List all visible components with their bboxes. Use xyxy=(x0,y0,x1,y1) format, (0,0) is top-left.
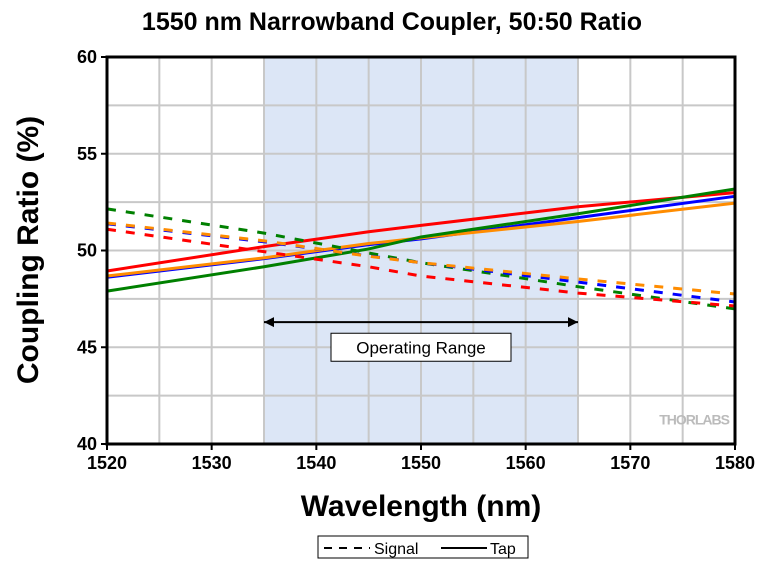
y-tick-label: 45 xyxy=(77,337,97,357)
legend-signal-label: Signal xyxy=(374,541,418,558)
x-tick-label: 1570 xyxy=(610,453,650,473)
arrowhead-left xyxy=(264,317,274,328)
y-axis-label: Coupling Ratio (%) xyxy=(12,116,45,384)
legend-tap-label: Tap xyxy=(490,541,516,558)
x-tick-label: 1560 xyxy=(506,453,546,473)
x-tick-label: 1550 xyxy=(401,453,441,473)
y-tick-label: 50 xyxy=(77,241,97,261)
thorlabs-watermark: THORLABS xyxy=(659,412,729,428)
arrowhead-right xyxy=(568,317,578,328)
annotation-label: Operating Range xyxy=(356,338,485,357)
x-tick-label: 1520 xyxy=(87,453,127,473)
y-tick-label: 60 xyxy=(77,47,97,67)
legend: Signal Tap xyxy=(317,535,529,559)
y-tick-label: 55 xyxy=(77,144,97,164)
series-line-signal-red xyxy=(106,227,736,308)
series-line-tap-green xyxy=(106,187,736,293)
series-line-tap-red xyxy=(106,191,736,273)
chart-title: 1550 nm Narrowband Coupler, 50:50 Ratio xyxy=(142,8,642,36)
x-tick-label: 1580 xyxy=(715,453,755,473)
series-line-signal-orange xyxy=(106,221,736,296)
x-tick-label: 1530 xyxy=(192,453,232,473)
y-tick-label: 40 xyxy=(77,434,97,454)
x-axis-label: Wavelength (nm) xyxy=(301,490,542,523)
x-tick-label: 1540 xyxy=(296,453,336,473)
annotation-box xyxy=(330,332,512,362)
series-line-tap-orange xyxy=(106,201,736,278)
